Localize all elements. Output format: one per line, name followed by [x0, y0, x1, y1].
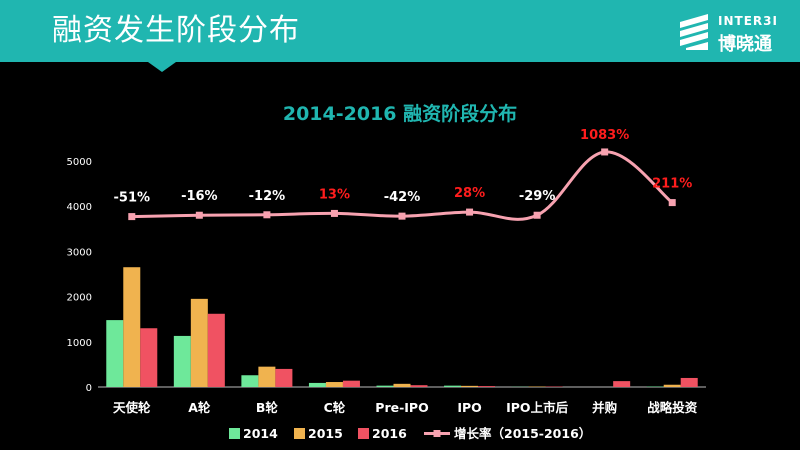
y-tick-label: 3000 — [67, 247, 92, 258]
bar-2014 — [376, 385, 394, 387]
rate-marker — [601, 148, 609, 156]
rate-data-label: 28% — [454, 186, 485, 201]
x-category-label: IPO上市后 — [506, 400, 568, 415]
page-title: 融资发生阶段分布 — [52, 13, 300, 48]
y-tick-label: 4000 — [67, 202, 92, 213]
rate-data-label: 13% — [319, 187, 350, 202]
rate-marker — [263, 211, 271, 219]
legend-swatch — [358, 428, 369, 439]
bar-2014 — [106, 320, 124, 387]
bar-2015 — [393, 383, 411, 387]
x-category-label: 并购 — [592, 400, 617, 415]
bar-2014 — [241, 375, 259, 387]
y-tick-label: 2000 — [67, 293, 92, 304]
rate-marker — [668, 199, 676, 207]
rate-marker — [128, 213, 136, 221]
bar-2016 — [275, 368, 293, 387]
logo-mark-icon — [680, 14, 708, 50]
chart-bars — [106, 267, 698, 387]
chart-title: 2014-2016 融资阶段分布 — [283, 102, 517, 125]
x-category-label: B轮 — [256, 400, 279, 415]
x-category-label: Pre-IPO — [375, 400, 428, 415]
bar-2016 — [410, 385, 428, 387]
rate-data-label: -12% — [249, 189, 286, 204]
header-bar — [0, 0, 800, 62]
x-category-label: 战略投资 — [647, 400, 698, 415]
x-category-label: 天使轮 — [113, 400, 151, 415]
chart-axes: 0 1000 2000 3000 4000 5000 天使轮 A轮 B轮 C轮 Pre-IPO IPO… — [67, 157, 706, 415]
rate-marker — [330, 209, 338, 217]
bar-2016 — [342, 380, 360, 387]
bar-2015 — [461, 385, 479, 387]
y-tick-label: 1000 — [67, 338, 92, 349]
y-tick-label: 0 — [86, 383, 92, 394]
bar-2015 — [663, 384, 681, 387]
bar-2015 — [190, 298, 208, 387]
logo-text-top: INTER3I — [718, 14, 778, 28]
bar-2015 — [258, 366, 276, 387]
logo-text-bottom: 博晓通 — [718, 34, 772, 55]
x-category-label: IPO — [457, 400, 481, 415]
rate-data-label: 1083% — [580, 128, 629, 143]
rate-data-label: -51% — [114, 191, 151, 206]
rate-marker — [195, 211, 203, 219]
legend-swatch — [229, 428, 240, 439]
rate-data-label: 211% — [652, 177, 692, 192]
bar-2016 — [478, 386, 496, 387]
bar-2014 — [444, 385, 462, 387]
bar-2016 — [207, 313, 225, 387]
rate-data-label: -42% — [384, 190, 421, 205]
legend-line-marker — [433, 430, 441, 437]
x-category-label: C轮 — [324, 400, 346, 415]
brand-logo: INTER3I 博晓通 — [678, 10, 790, 56]
bar-2016 — [140, 328, 158, 387]
y-tick-label: 5000 — [67, 157, 92, 168]
legend-swatch — [294, 428, 305, 439]
rate-series: -51% -16% -12% 13% -42% 28% -29% 1083% 211% — [114, 128, 692, 221]
bar-2014 — [173, 335, 191, 387]
header-notch — [148, 62, 176, 72]
chart-legend: 2014 2015 2016 增长率（2015-2016） — [229, 426, 591, 441]
x-category-label: A轮 — [188, 400, 211, 415]
bar-2014 — [308, 382, 326, 387]
legend-label: 2014 — [243, 426, 278, 441]
rate-data-label: -16% — [181, 189, 218, 204]
rate-data-label: -29% — [519, 189, 556, 204]
bar-2016 — [613, 381, 631, 387]
rate-marker — [398, 212, 406, 220]
legend-label: 2016 — [372, 426, 407, 441]
legend-label: 增长率（2015-2016） — [454, 426, 591, 441]
bar-2016 — [680, 377, 698, 387]
rate-marker — [466, 208, 474, 216]
bar-2015 — [325, 382, 343, 387]
rate-line — [131, 150, 674, 221]
bar-2015 — [123, 267, 141, 387]
rate-marker — [533, 211, 541, 219]
legend-label: 2015 — [308, 426, 343, 441]
